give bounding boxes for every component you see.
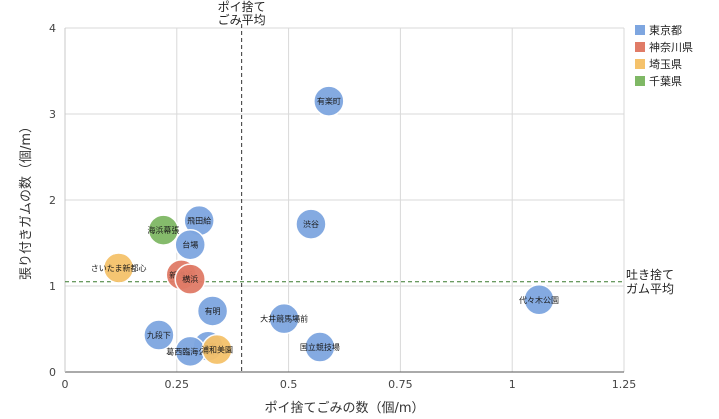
legend-swatch xyxy=(635,59,645,69)
axes: 0 0.25 0.5 0.75 1 1.25 0 1 2 3 4 xyxy=(49,22,636,391)
y-tick-label: 4 xyxy=(49,22,56,35)
y-tick-label: 1 xyxy=(49,280,56,293)
data-point-label: 九段下 xyxy=(147,330,171,340)
data-point-label: 有楽町 xyxy=(317,96,341,106)
legend-label: 埼玉県 xyxy=(649,57,682,71)
data-point-label: 飛田給 xyxy=(187,216,211,226)
legend-swatch xyxy=(635,42,645,52)
x-tick-label: 1.25 xyxy=(612,378,637,391)
legend-label: 東京都 xyxy=(649,23,682,37)
data-point-label: 海浜幕張 xyxy=(147,225,179,235)
x-tick-label: 0.5 xyxy=(280,378,298,391)
data-point-label: 大井競馬場前 xyxy=(260,314,308,324)
data-point xyxy=(143,319,175,351)
x-tick-label: 1 xyxy=(509,378,516,391)
data-point-label: 渋谷 xyxy=(303,219,319,229)
data-point-label: 国立競技場 xyxy=(300,342,340,352)
data-point-label: 代々木公園 xyxy=(519,295,559,305)
data-point xyxy=(147,214,180,246)
data-point xyxy=(102,252,135,284)
data-point-label: 横浜 xyxy=(182,274,198,284)
y-average-label: ガム平均 xyxy=(626,282,674,296)
x-average-label: ポイ捨て xyxy=(218,0,266,14)
y-tick-label: 3 xyxy=(49,108,56,121)
grid-lines xyxy=(65,27,625,372)
data-point-label: 台場 xyxy=(182,240,198,250)
data-point-label: 葛西臨海公園 xyxy=(166,346,214,356)
data-point-label: 有明 xyxy=(205,306,221,316)
data-point xyxy=(523,284,555,316)
data-point xyxy=(174,263,206,295)
data-point xyxy=(313,85,345,117)
data-point-label: 浦和美園 xyxy=(201,345,233,355)
data-points: 有楽町渋谷飛田給台場有明九段下新宿葛西臨海公園大井競馬場前国立競技場代々木公園新… xyxy=(91,85,559,368)
legend-swatch xyxy=(635,76,645,86)
data-point xyxy=(196,295,229,327)
legend-label: 千葉県 xyxy=(649,74,682,88)
x-axis-title: ポイ捨てごみの数（個/m） xyxy=(264,400,424,416)
x-tick-label: 0.75 xyxy=(388,378,413,391)
data-point xyxy=(201,333,233,366)
data-point-label: さいたま新都心 xyxy=(91,263,147,273)
data-point xyxy=(268,302,300,335)
y-axis-title: 張り付きガムの数（個/m） xyxy=(19,120,34,280)
y-average-label: 吐き捨て xyxy=(626,267,674,282)
y-tick-label: 0 xyxy=(49,366,56,379)
data-point xyxy=(174,228,206,261)
data-point xyxy=(295,208,327,240)
x-tick-label: 0.25 xyxy=(165,378,190,391)
data-point xyxy=(304,331,336,363)
x-tick-label: 0 xyxy=(62,378,69,391)
x-average-label: ごみ平均 xyxy=(218,12,266,27)
legend-swatch xyxy=(635,25,645,35)
axis-titles: ポイ捨てごみの数（個/m） 張り付きガムの数（個/m） xyxy=(19,120,425,416)
legend-label: 神奈川県 xyxy=(649,40,693,54)
y-tick-label: 2 xyxy=(49,194,56,207)
